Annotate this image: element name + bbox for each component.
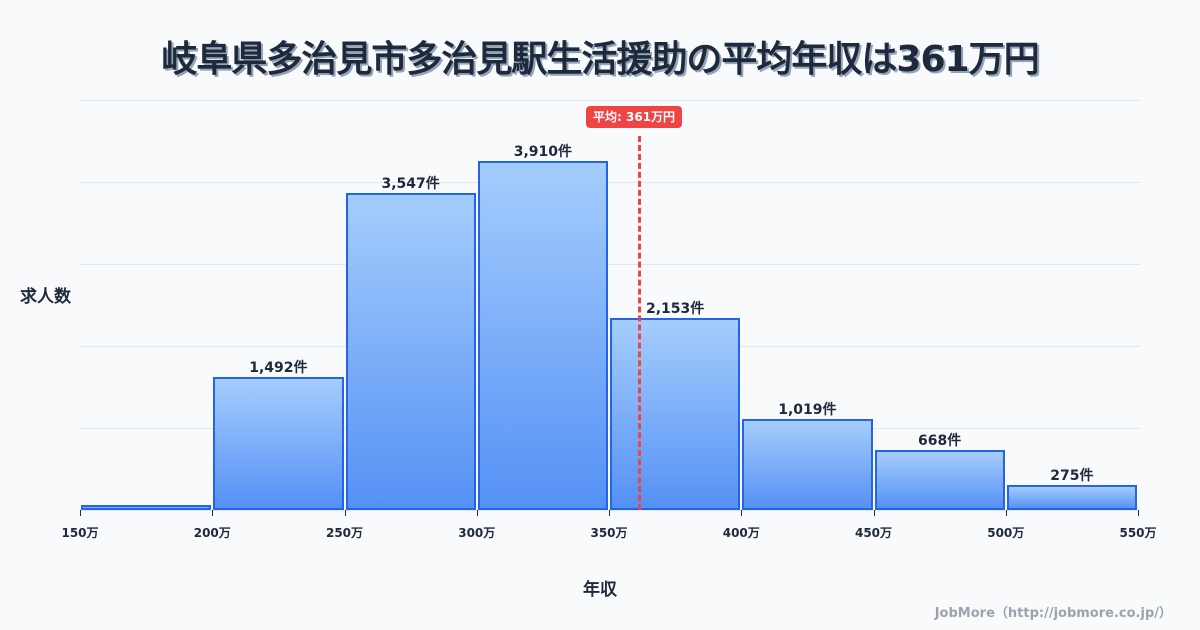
bar-value-label: 1,492件 xyxy=(249,359,308,376)
x-tick-label: 200万 xyxy=(193,526,231,540)
histogram-bar xyxy=(345,193,476,510)
gridline xyxy=(80,100,1140,101)
histogram-bar xyxy=(477,160,608,510)
bar-value-label: 1,019件 xyxy=(778,402,837,419)
plot-area: 1,492件 3,547件 3,910件 2,153件 1,019件 668件 275件 xyxy=(80,100,1140,511)
average-line xyxy=(638,136,641,510)
histogram-bar xyxy=(1006,485,1137,510)
bar-value-label: 3,910件 xyxy=(513,143,573,160)
x-tick-label: 150万 xyxy=(61,526,99,540)
x-tick xyxy=(873,510,875,516)
x-tick xyxy=(80,510,81,516)
x-tick-label: 300万 xyxy=(458,526,496,540)
x-tick-label: 500万 xyxy=(987,526,1025,540)
bar-value-label: 275件 xyxy=(1050,468,1094,485)
gridline xyxy=(80,264,1140,265)
x-tick xyxy=(476,510,478,516)
average-badge: 平均: 361万円 xyxy=(586,106,683,128)
x-tick-label: 450万 xyxy=(854,526,893,540)
x-tick-label: 350万 xyxy=(590,526,628,540)
x-tick-label: 250万 xyxy=(325,526,364,540)
x-axis-label: 年収 xyxy=(583,580,617,600)
gridline xyxy=(80,182,1140,183)
bar-value-label: 2,153件 xyxy=(645,300,705,317)
x-tick xyxy=(1138,510,1139,516)
histogram-bar xyxy=(610,317,741,510)
y-axis-label: 求人数 xyxy=(20,287,71,307)
histogram-bar xyxy=(213,376,344,510)
x-tick xyxy=(741,510,743,516)
x-tick xyxy=(344,510,346,516)
credit-text: JobMore（http://jobmore.co.jp/） xyxy=(934,606,1172,621)
histogram-bar xyxy=(742,419,873,510)
x-tick xyxy=(1005,510,1007,516)
x-tick-label: 400万 xyxy=(722,526,760,540)
x-tick xyxy=(609,510,610,516)
x-tick-label: 550万 xyxy=(1119,526,1157,540)
histogram-bar xyxy=(81,505,212,510)
bar-value-label: 3,547件 xyxy=(381,176,440,193)
x-tick xyxy=(212,510,214,516)
bar-value-label: 668件 xyxy=(918,433,962,450)
chart-title: 岐阜県多治見市多治見駅生活援助の平均年収は361万円 xyxy=(161,39,1039,80)
histogram-bar xyxy=(874,450,1005,510)
